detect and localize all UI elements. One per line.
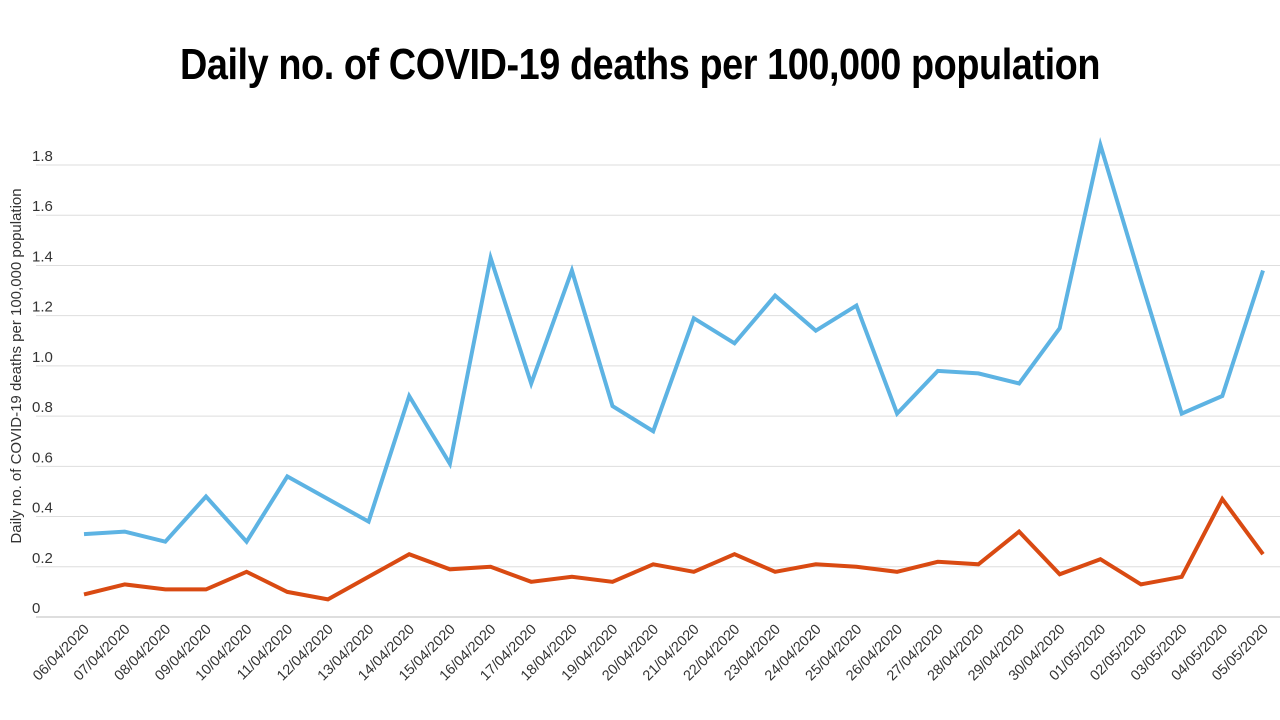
y-axis-label: Daily no. of COVID-19 deaths per 100,000… — [8, 188, 25, 543]
y-tick-label: 0.6 — [32, 449, 53, 466]
x-axis-ticks: 06/04/202007/04/202008/04/202009/04/2020… — [30, 622, 1272, 685]
y-tick-label: 1.2 — [32, 299, 53, 316]
y-tick-label: 1.0 — [32, 349, 53, 366]
y-tick-label: 1.6 — [32, 198, 53, 215]
y-tick-label: 0.8 — [32, 399, 53, 416]
y-tick-label: 1.4 — [32, 248, 53, 265]
y-tick-label: 0.2 — [32, 550, 53, 567]
y-tick-label: 1.8 — [32, 148, 53, 165]
chart-title: Daily no. of COVID-19 deaths per 100,000… — [179, 40, 1101, 89]
gridlines — [36, 164, 1280, 618]
y-tick-label: 0.4 — [32, 500, 53, 517]
series-line-2 — [83, 495, 1265, 602]
y-axis-ticks: 0 0.2 0.4 0.6 0.8 1.0 1.2 1.4 1.6 1.8 — [32, 148, 53, 617]
y-tick-label: 0 — [32, 600, 40, 617]
series-lines — [83, 136, 1265, 602]
series-line-1 — [83, 136, 1265, 546]
